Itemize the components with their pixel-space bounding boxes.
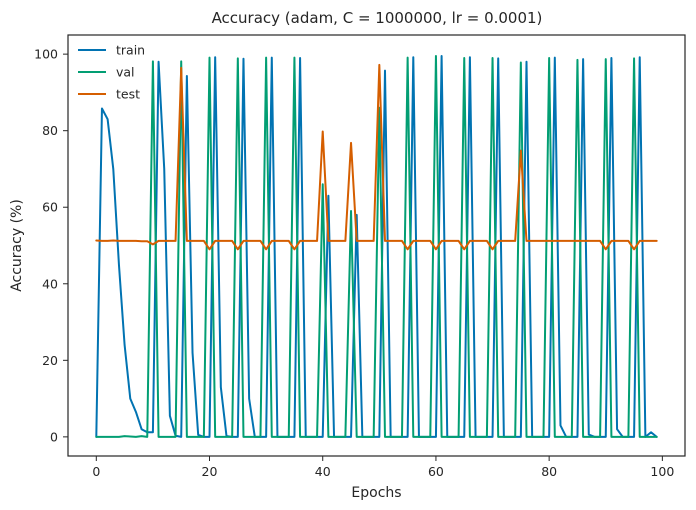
x-tick-label: 60	[428, 464, 444, 479]
y-tick-label: 20	[42, 353, 58, 368]
series-line-val	[95, 55, 658, 438]
y-axis-ticks: 0 20 40 60 80 100	[34, 47, 68, 444]
y-tick-label: 60	[42, 200, 58, 215]
x-tick-label: 20	[202, 464, 218, 479]
legend: train val test	[78, 43, 145, 102]
series-line-test	[95, 63, 658, 251]
series-lines	[95, 55, 658, 438]
y-tick-label: 0	[50, 429, 58, 444]
y-axis-label: Accuracy (%)	[9, 199, 25, 292]
series-line-train	[95, 55, 658, 438]
x-tick-label: 80	[541, 464, 557, 479]
x-tick-label: 40	[315, 464, 331, 479]
legend-label-train: train	[116, 43, 145, 58]
legend-label-test: test	[116, 87, 140, 102]
x-axis-ticks: 0 20 40 60 80 100	[92, 456, 674, 479]
y-tick-label: 40	[42, 276, 58, 291]
legend-label-val: val	[116, 65, 135, 80]
x-tick-label: 0	[92, 464, 100, 479]
plot-area: 0 20 40 60 80 100 0 20 40 60 80 100	[34, 34, 686, 479]
chart-title: Accuracy (adam, C = 1000000, lr = 0.0001…	[212, 9, 543, 27]
x-tick-label: 100	[650, 464, 674, 479]
y-tick-label: 80	[42, 123, 58, 138]
x-axis-label: Epochs	[351, 485, 401, 501]
y-tick-label: 100	[34, 47, 58, 62]
